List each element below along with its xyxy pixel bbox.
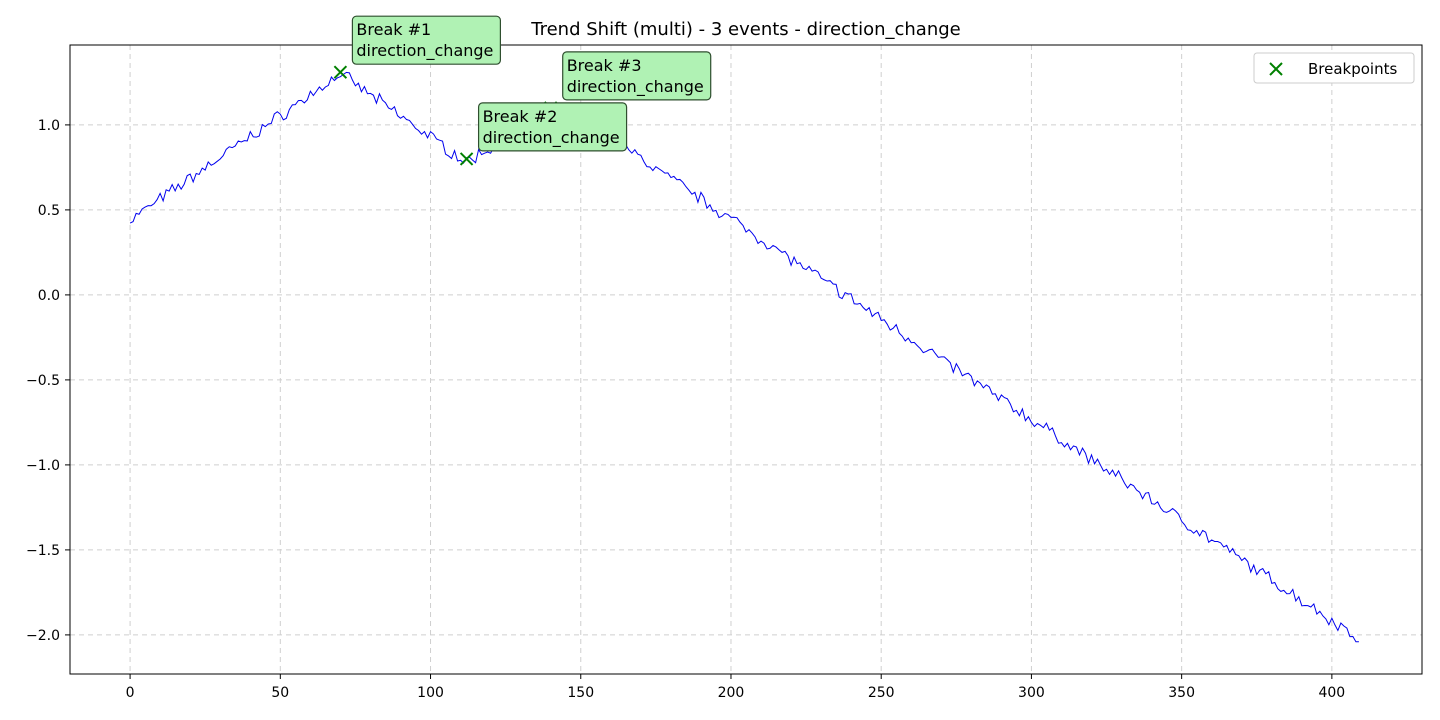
y-tick-label: −1.5 <box>26 543 60 559</box>
annotation-break-3: Break #3 direction_change <box>563 52 711 100</box>
annotation-title: Break #3 <box>567 56 642 75</box>
legend-label-breakpoints: Breakpoints <box>1308 60 1397 78</box>
y-tick-label: 0.0 <box>38 288 60 304</box>
annotation-break-1: Break #1 direction_change <box>352 16 500 64</box>
y-tick-label: 1.0 <box>38 118 60 134</box>
x-tick-label: 400 <box>1318 685 1345 701</box>
annotation-text: direction_change <box>567 77 704 97</box>
axis-ticks: 0 50 100 150 200 250 300 350 400 −2.0 −1.5 −1.0 −0.5… <box>26 118 1345 701</box>
annotation-title: Break #2 <box>483 107 558 126</box>
legend: Breakpoints <box>1254 53 1414 83</box>
chart-title: Trend Shift (multi) - 3 events - directi… <box>530 19 961 40</box>
y-tick-label: −1.0 <box>26 458 60 474</box>
series-layer <box>130 72 1359 641</box>
x-tick-label: 50 <box>271 685 289 701</box>
annotation-break-2: Break #2 direction_change <box>479 103 627 151</box>
annotation-text: direction_change <box>356 41 493 61</box>
x-tick-label: 300 <box>1018 685 1045 701</box>
x-tick-label: 350 <box>1168 685 1195 701</box>
x-tick-label: 100 <box>417 685 444 701</box>
x-tick-label: 250 <box>868 685 895 701</box>
y-tick-label: −0.5 <box>26 373 60 389</box>
y-tick-label: −2.0 <box>26 628 60 644</box>
series-line-signal <box>130 72 1359 641</box>
plot-frame <box>70 45 1422 674</box>
annotation-text: direction_change <box>483 128 620 148</box>
annotation-title: Break #1 <box>356 20 431 39</box>
x-tick-label: 200 <box>718 685 745 701</box>
grid <box>70 45 1422 674</box>
x-tick-label: 150 <box>567 685 594 701</box>
y-tick-label: 0.5 <box>38 203 60 219</box>
x-tick-label: 0 <box>126 685 135 701</box>
